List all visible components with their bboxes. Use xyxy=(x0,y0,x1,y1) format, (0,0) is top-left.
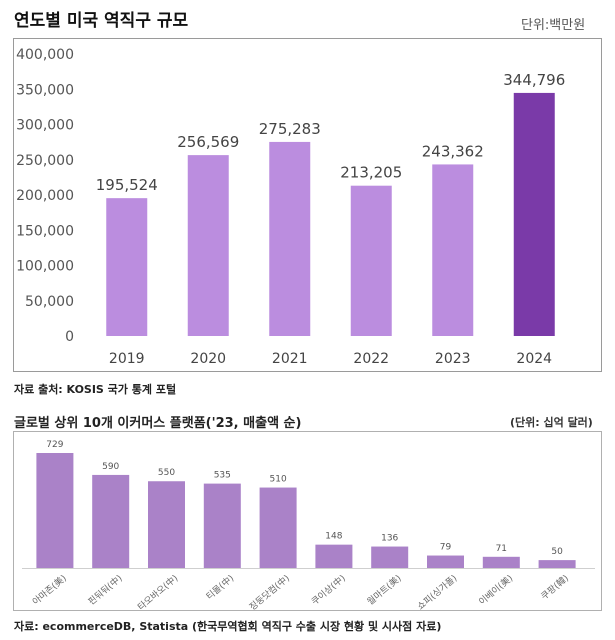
chart2-title: 글로벌 상위 10개 이커머스 플랫폼('23, 매출액 순) xyxy=(14,416,302,431)
x-tick-label: 2021 xyxy=(272,351,308,367)
value-label: 510 xyxy=(270,475,287,485)
chart2-frame xyxy=(13,431,602,611)
x-tick-label: 2019 xyxy=(109,351,145,367)
platform-label: 월마트(美) xyxy=(365,572,404,607)
platform-label: 쿠이상(中) xyxy=(309,572,348,607)
platform-label: 티몰(中) xyxy=(204,572,237,602)
x-tick-label: 2023 xyxy=(435,351,471,367)
value-label: 256,569 xyxy=(177,133,239,151)
chart1-frame xyxy=(13,38,602,372)
value-label: 275,283 xyxy=(259,120,321,138)
yearly-export-bar-chart: 0 50,000 100,000 150,000 200,000 250,000 300,0… xyxy=(16,47,565,367)
platform-label: 핀둬둬(中) xyxy=(86,572,125,607)
platform-bar xyxy=(427,555,464,568)
y-tick-label: 0 xyxy=(65,329,74,345)
chart1-title: 연도별 미국 역직구 규모 xyxy=(14,11,189,31)
value-label: 550 xyxy=(158,468,175,478)
y-tick-label: 150,000 xyxy=(16,223,74,239)
y-tick-label: 350,000 xyxy=(16,82,74,98)
value-label: 71 xyxy=(496,544,507,554)
platform-bar xyxy=(371,546,409,568)
platform-bar xyxy=(538,560,576,568)
value-label: 50 xyxy=(551,547,563,557)
value-label: 195,524 xyxy=(96,176,158,194)
y-tick-label: 300,000 xyxy=(16,118,74,134)
bar-2019 xyxy=(106,198,148,336)
y-tick-label: 50,000 xyxy=(25,294,74,310)
y-tick-label: 200,000 xyxy=(16,188,74,204)
platform-label: 이베이(美) xyxy=(476,572,515,607)
platform-bar xyxy=(482,556,520,568)
value-label: 136 xyxy=(381,534,398,544)
value-label: 535 xyxy=(214,471,231,481)
platform-bar xyxy=(259,487,297,568)
platform-label: 타오바오(中) xyxy=(135,572,180,613)
bar-2022 xyxy=(350,185,392,336)
value-label: 590 xyxy=(102,462,119,472)
bar-2023 xyxy=(432,164,474,336)
bar-2021 xyxy=(269,141,311,336)
platform-bar xyxy=(36,453,74,568)
platform-bar xyxy=(315,544,353,568)
y-tick-label: 100,000 xyxy=(16,259,74,275)
chart2-unit-label: (단위: 십억 달러) xyxy=(510,416,593,429)
platform-bar xyxy=(148,481,185,568)
x-tick-label: 2022 xyxy=(353,351,389,367)
x-tick-label: 2020 xyxy=(190,351,226,367)
platform-bar xyxy=(203,483,241,568)
value-label: 213,205 xyxy=(340,164,402,182)
platform-label: 쇼피(싱가폴) xyxy=(415,573,459,613)
bar-2024 xyxy=(513,92,555,336)
chart1-source: 자료 출처: KOSIS 국가 통계 포털 xyxy=(14,383,177,396)
value-label: 148 xyxy=(325,532,342,542)
y-tick-label: 400,000 xyxy=(16,47,74,63)
value-label: 243,362 xyxy=(422,142,484,160)
bar-2020 xyxy=(187,155,229,336)
platform-label: 아마존(美) xyxy=(30,572,69,607)
platform-label: 징둥닷컴(中) xyxy=(247,572,292,613)
value-label: 344,796 xyxy=(503,71,565,89)
platform-bar xyxy=(92,474,130,568)
platform-label: 쿠팡(韓) xyxy=(539,573,571,602)
chart2-source: 자료: ecommerceDB, Statista (한국무역협회 역직구 수출… xyxy=(14,620,442,633)
value-label: 729 xyxy=(46,440,63,450)
platform-ranking-bar-chart: 729 아마존(美) 590 핀둬둬(中) 550 타오바오(中) 535 티몰(中) 510 징… xyxy=(22,440,595,613)
chart1-unit-label: 단위:백만원 xyxy=(521,18,586,33)
x-tick-label: 2024 xyxy=(516,351,552,367)
value-label: 79 xyxy=(440,543,452,553)
y-tick-label: 250,000 xyxy=(16,153,74,169)
